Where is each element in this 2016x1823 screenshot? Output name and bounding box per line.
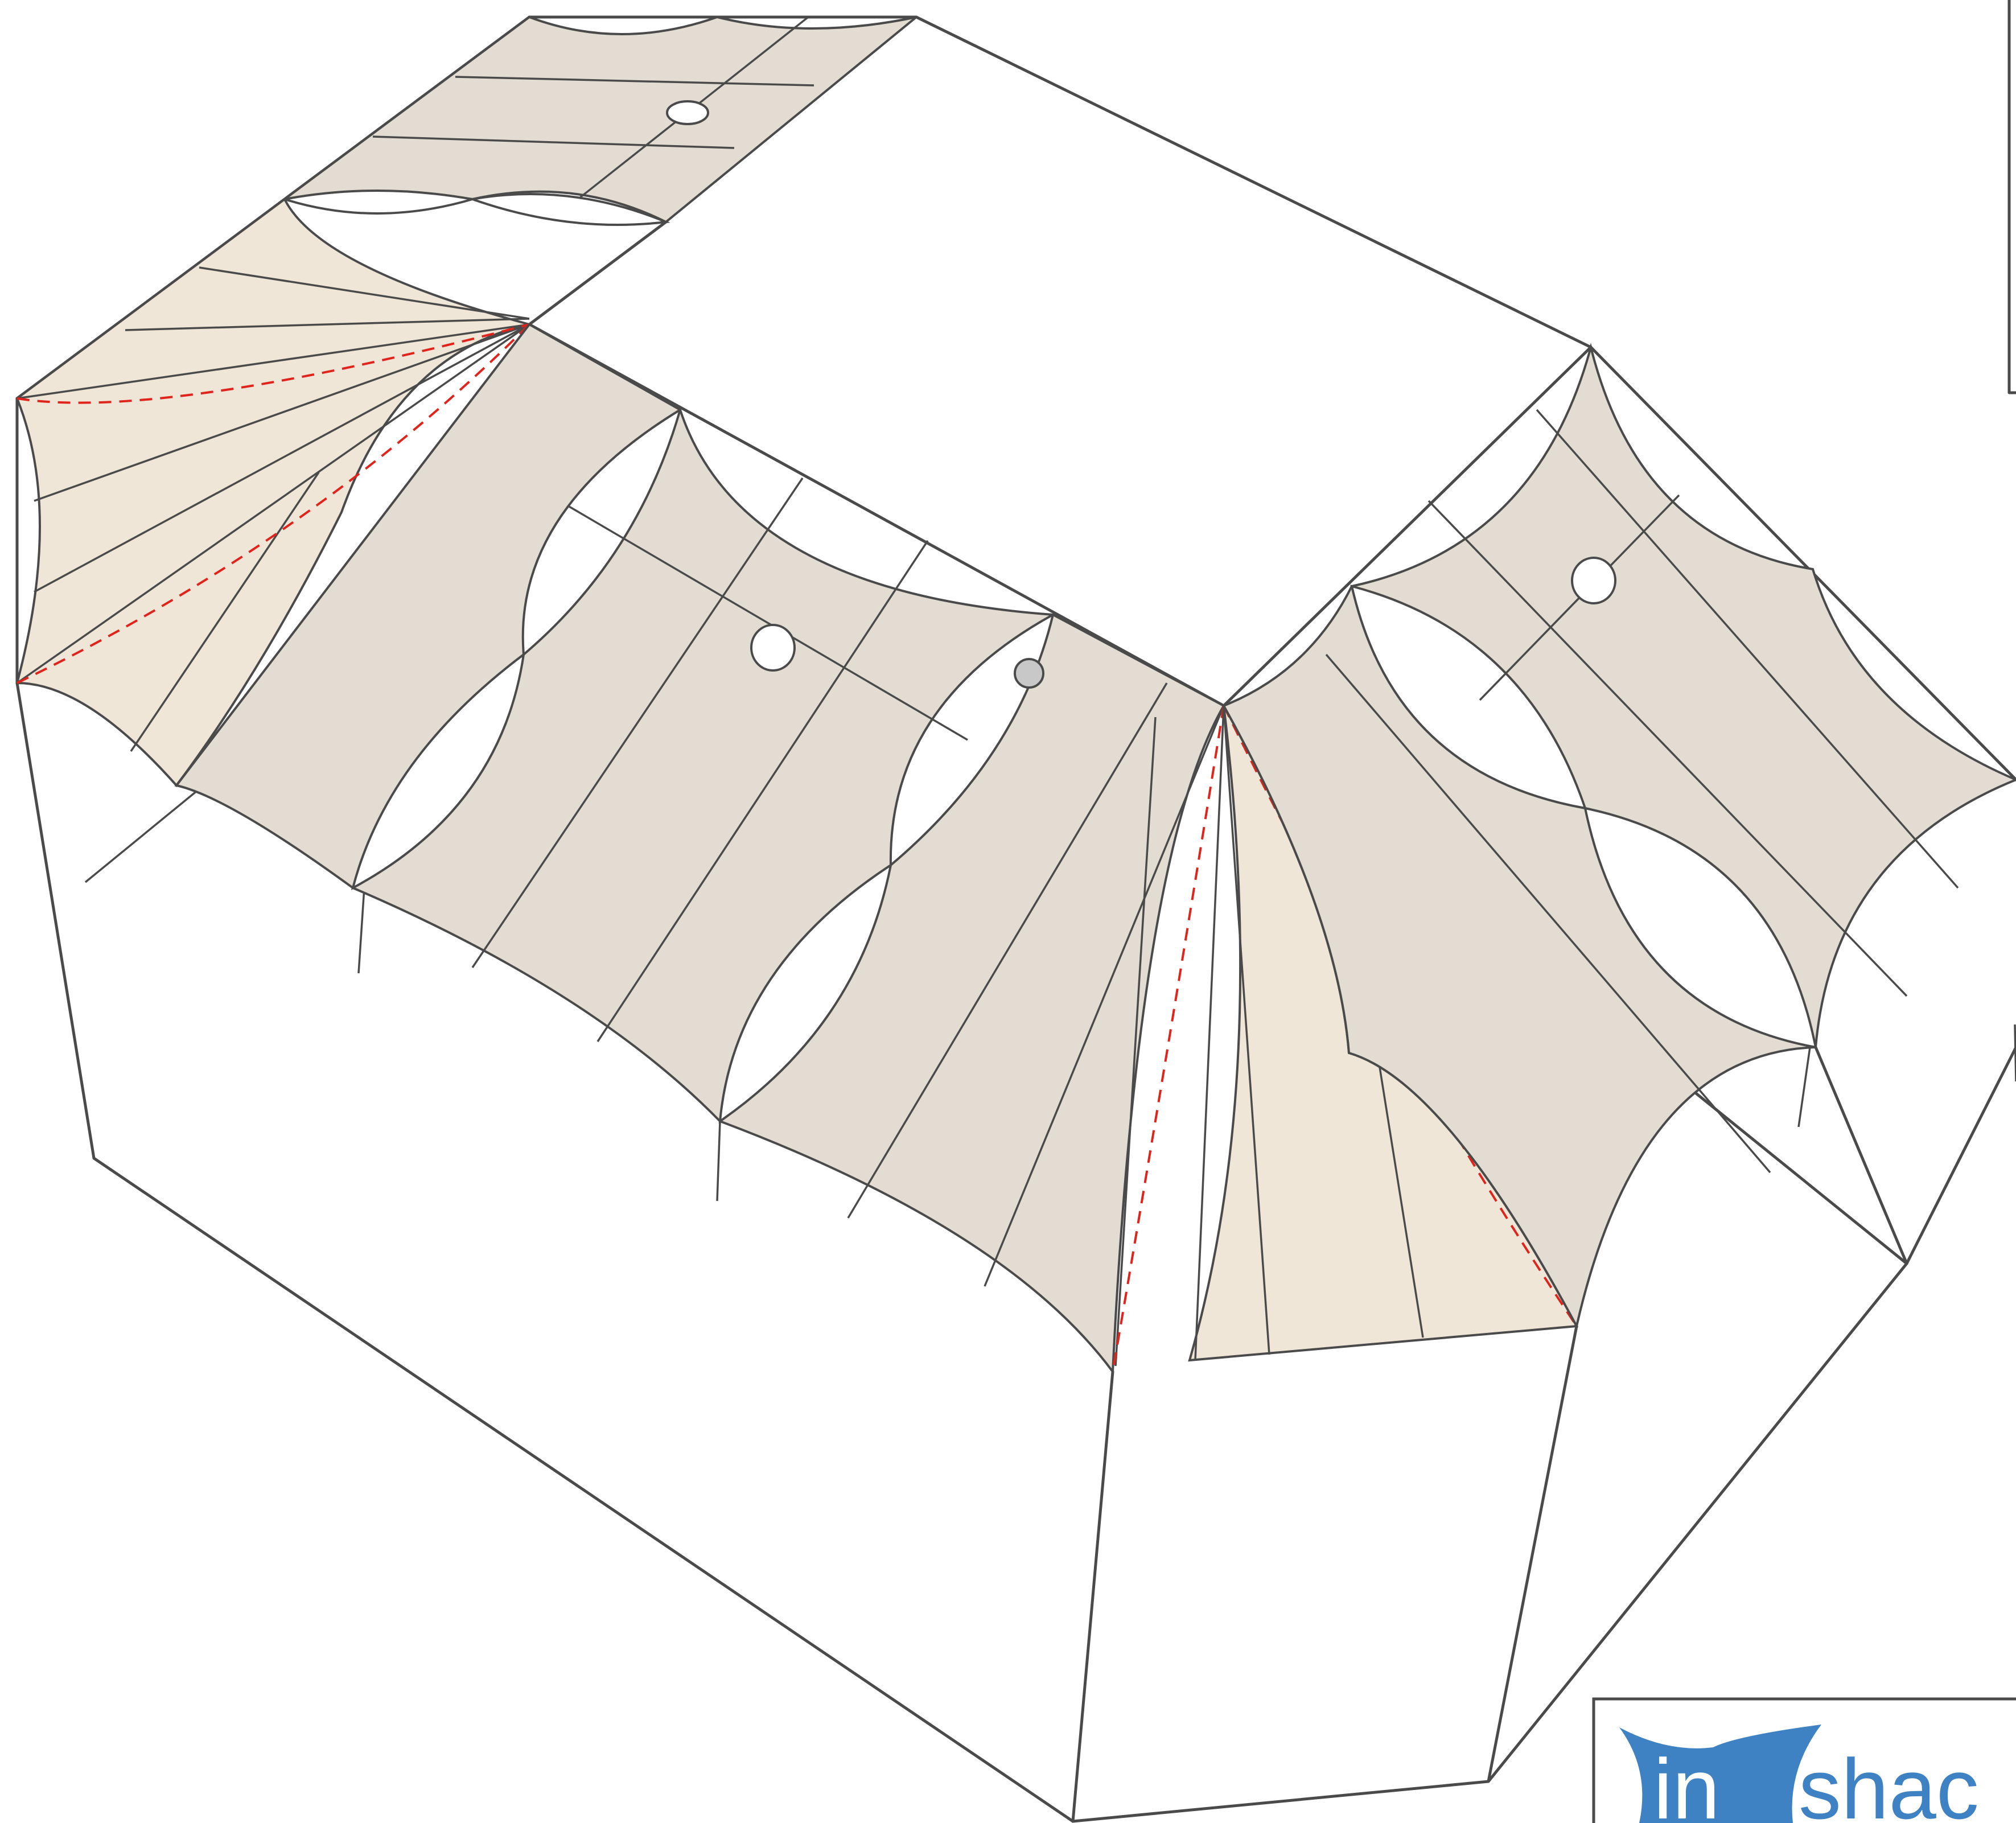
- building-base: [15, 681, 2016, 1823]
- canopy-right-side: [1222, 343, 2016, 1330]
- brand-logo: in shac: [1592, 1697, 2016, 1823]
- logo-text-in: in: [1653, 1741, 1720, 1823]
- sheet-border-fragment: [2007, 0, 2016, 394]
- mast-head-marker: [1014, 658, 1044, 689]
- canopy-left-cone: [15, 197, 548, 809]
- shade-sail-logo-icon: [1619, 1725, 1821, 1823]
- logo-text-shade: shac: [1799, 1741, 1979, 1823]
- canopy-front-long: [174, 323, 1225, 1375]
- canopy-back-strip: [280, 15, 918, 226]
